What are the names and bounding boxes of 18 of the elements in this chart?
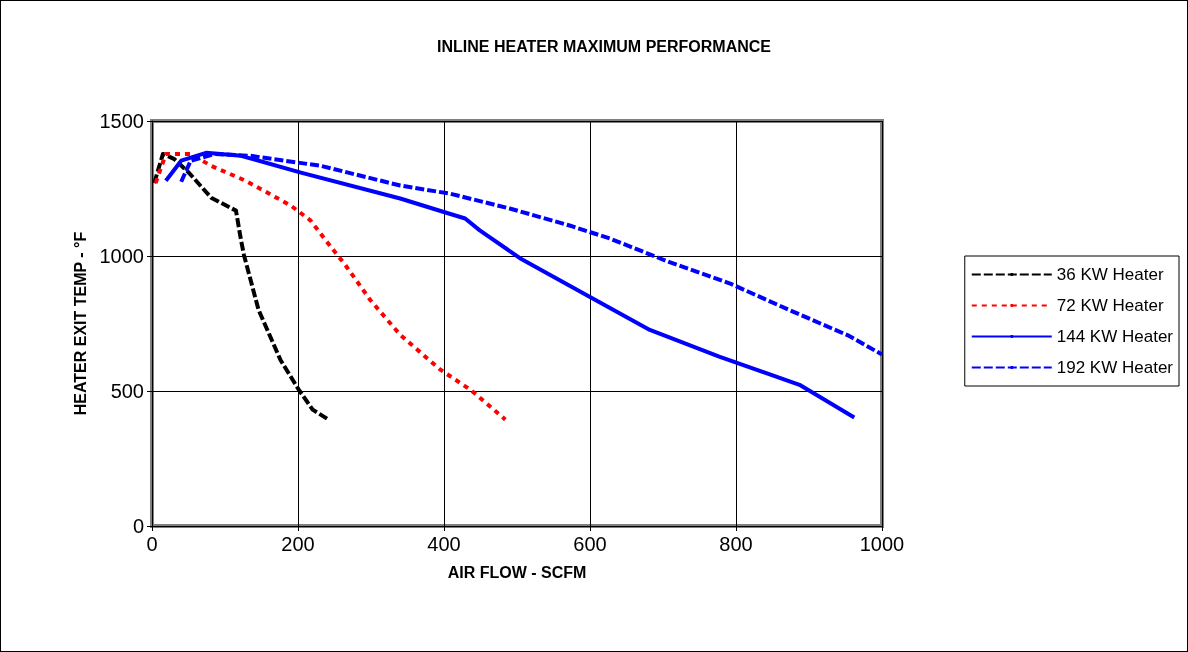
x-tick-label: 1000 [859, 533, 905, 555]
legend-label: 144 KW Heater [1056, 327, 1174, 346]
y-tick-label: 0 [132, 515, 144, 537]
x-tick-label: 600 [573, 533, 607, 555]
y-tick-label: 1000 [99, 245, 144, 267]
y-axis-title: HEATER EXIT TEMP - °F [72, 231, 90, 416]
legend-label: 72 KW Heater [1056, 296, 1164, 315]
x-tick-label: 400 [427, 533, 461, 555]
legend-label: 192 KW Heater [1056, 358, 1174, 377]
y-tick-label: 1500 [99, 110, 144, 132]
x-axis-title: AIR FLOW - SCFM [447, 563, 587, 581]
x-tick-label: 0 [146, 533, 158, 555]
chart-title: INLINE HEATER MAXIMUM PERFORMANCE [437, 37, 772, 55]
x-tick-label: 200 [281, 533, 315, 555]
x-tick-label: 800 [719, 533, 753, 555]
legend-label: 36 KW Heater [1056, 265, 1164, 284]
y-tick-label: 500 [110, 380, 144, 402]
line-series [153, 151, 508, 422]
